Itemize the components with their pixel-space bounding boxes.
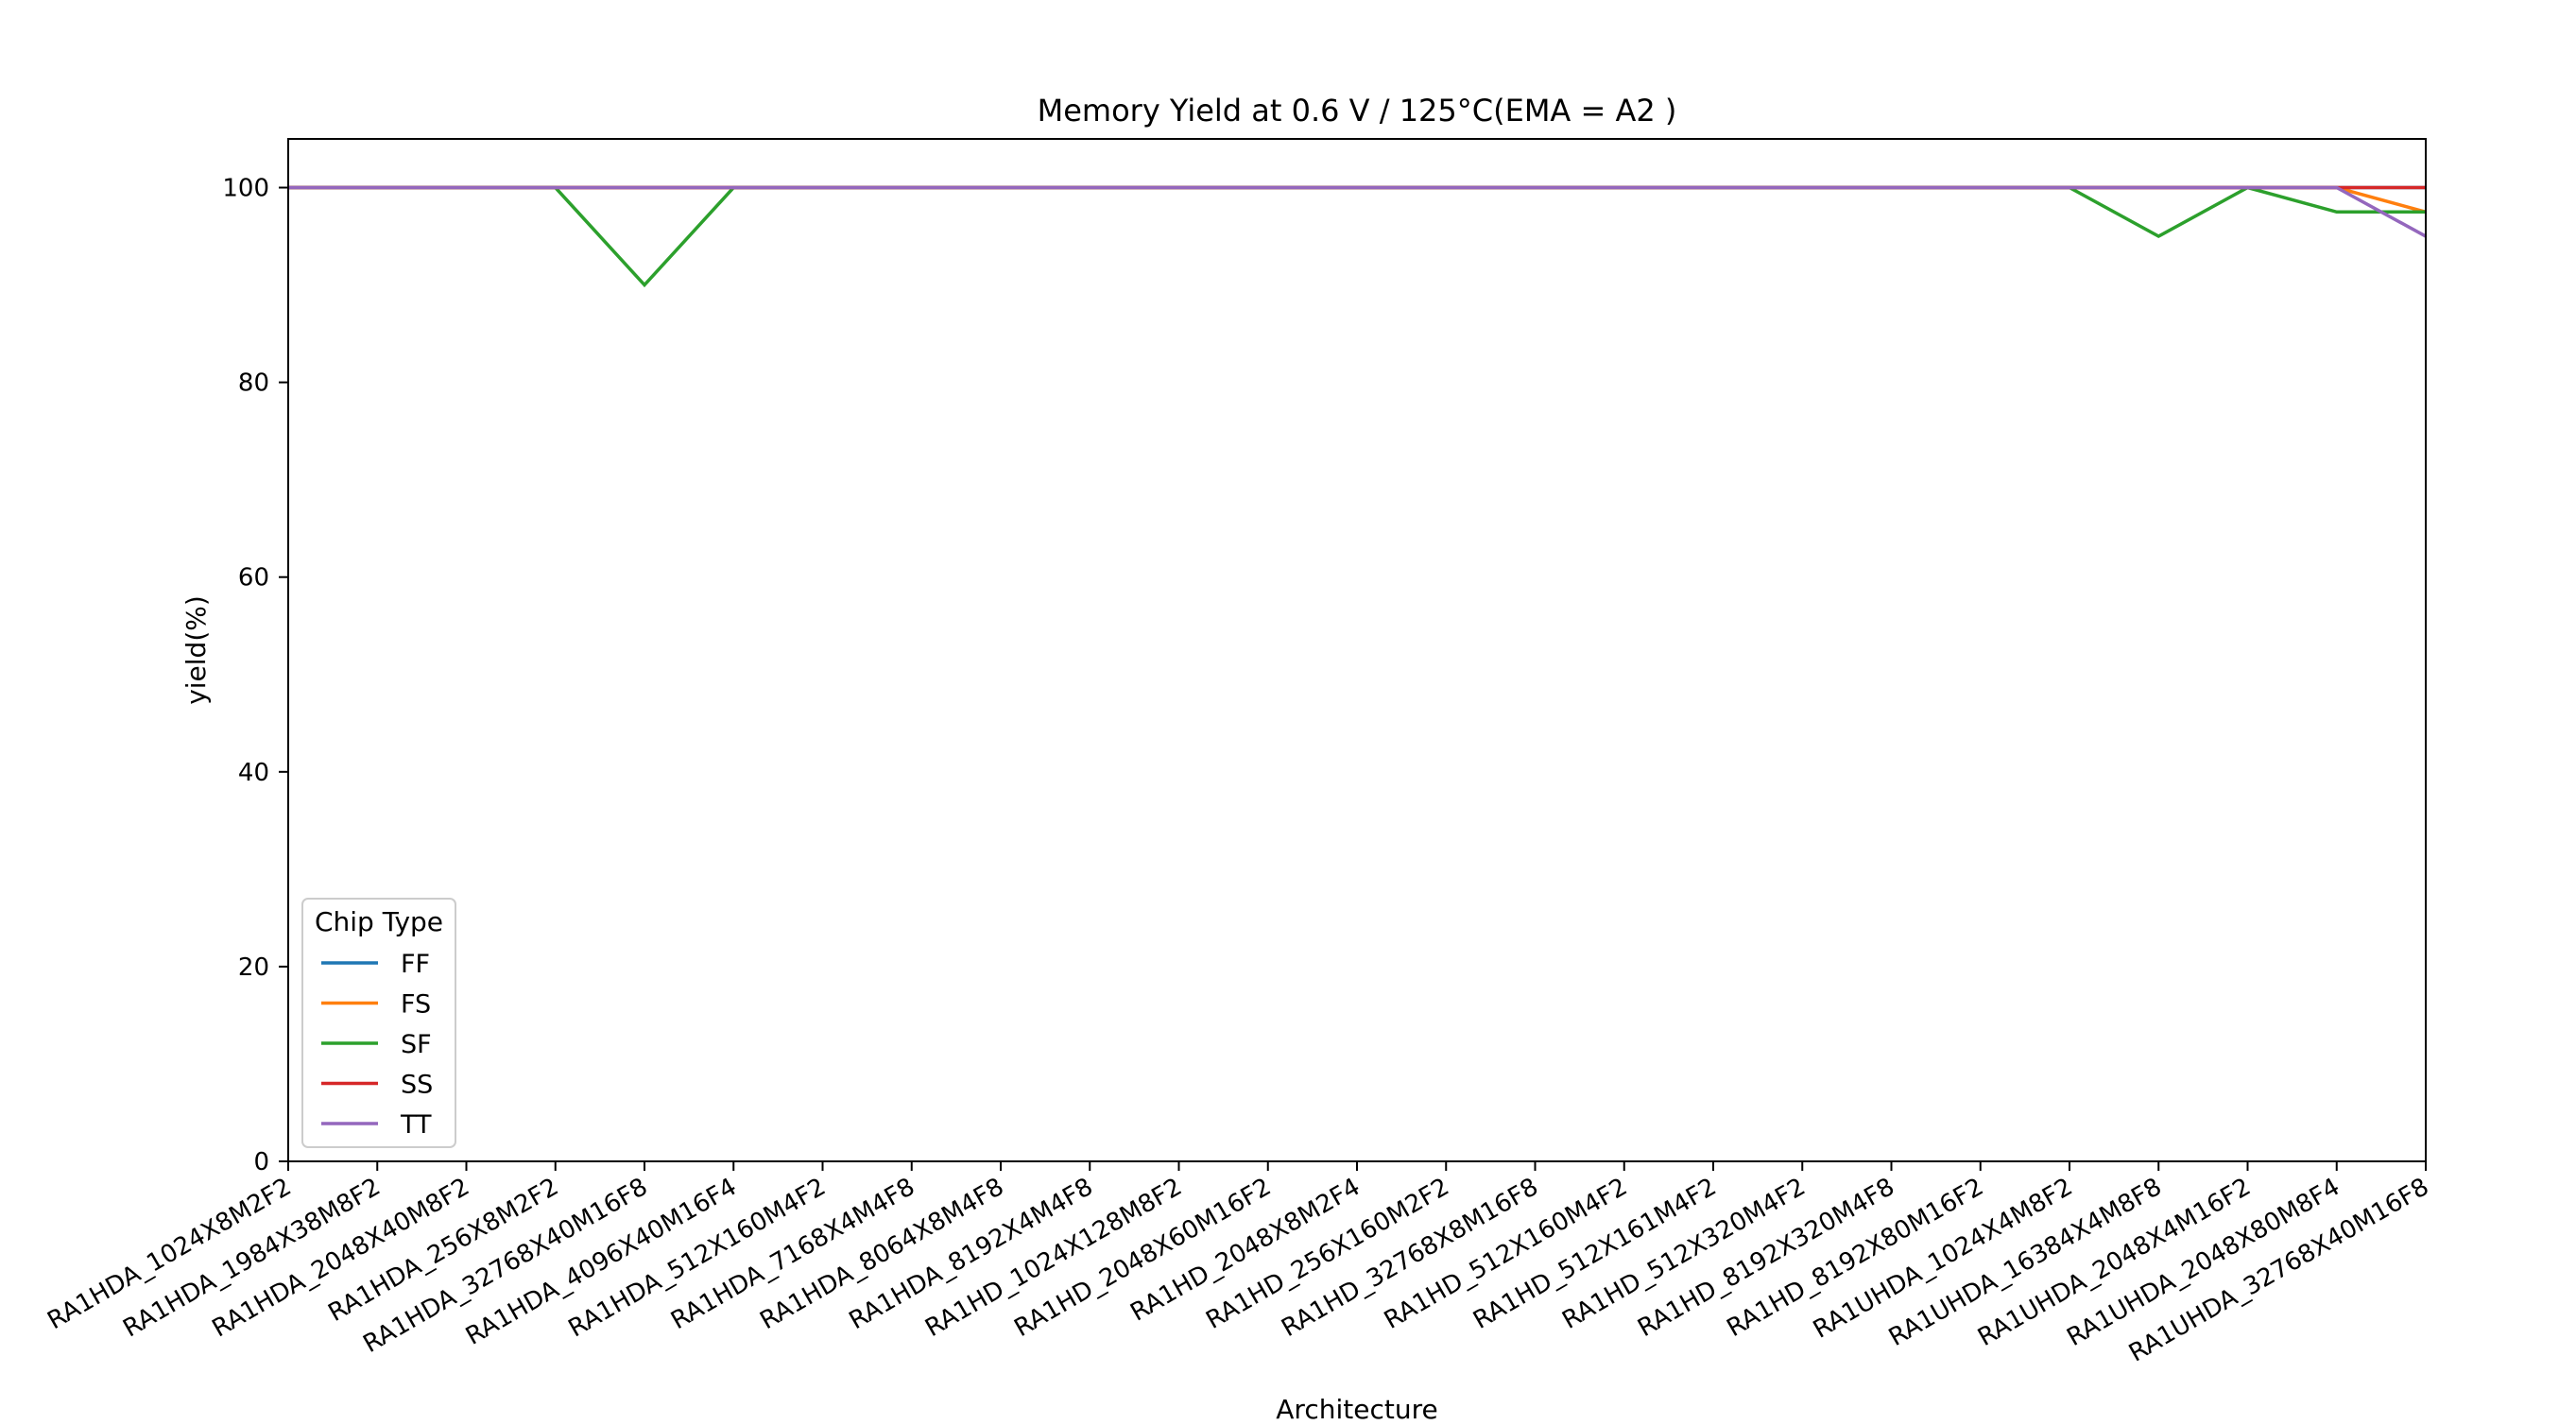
- series-line-sf: [288, 185, 2426, 288]
- y-tick-label: 20: [238, 953, 269, 982]
- legend-label-ff: FF: [401, 950, 430, 979]
- y-tick-label: 0: [253, 1148, 269, 1176]
- chart-title: Memory Yield at 0.6 V / 125°C(EMA = A2 ): [1038, 93, 1677, 129]
- y-tick-label: 40: [238, 759, 269, 787]
- x-axis: RA1HDA_1024X8M2F2RA1HDA_1984X38M8F2RA1HD…: [43, 1161, 2434, 1368]
- x-axis-label: Architecture: [1276, 1394, 1437, 1425]
- legend-title: Chip Type: [315, 906, 443, 937]
- y-tick-label: 60: [238, 564, 269, 592]
- y-axis-label: yield(%): [180, 595, 212, 705]
- legend: Chip Type FF FS SF SS TT: [301, 898, 456, 1148]
- y-tick-label: 80: [238, 369, 269, 398]
- series-layer: [288, 185, 2427, 288]
- legend-items: FF FS SF SS TT: [321, 950, 433, 1140]
- y-axis: 0 20 40 60 80 100: [222, 175, 288, 1176]
- plot-frame: [287, 138, 2427, 1162]
- series-line-tt: [288, 185, 2427, 238]
- legend-label-ss: SS: [401, 1071, 433, 1100]
- legend-label-sf: SF: [401, 1030, 432, 1059]
- y-tick-label: 100: [222, 175, 269, 203]
- legend-label-tt: TT: [400, 1110, 432, 1140]
- legend-label-fs: FS: [401, 990, 431, 1020]
